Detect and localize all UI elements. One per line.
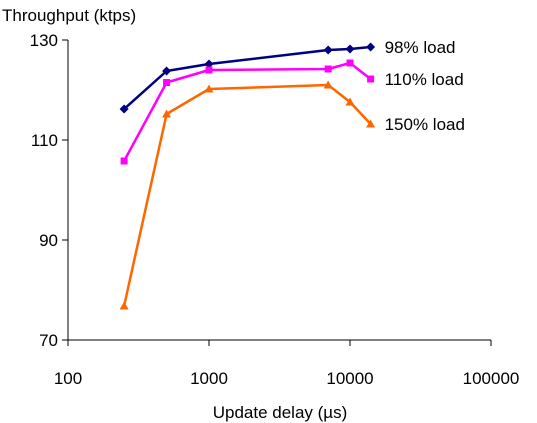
data-point (367, 75, 375, 83)
x-tick-label: 10000 (326, 369, 373, 388)
data-point (120, 157, 128, 165)
data-point (366, 119, 376, 128)
data-point (162, 109, 172, 118)
data-point (119, 301, 129, 310)
series-label: 150% load (385, 115, 465, 134)
series-line (123, 45, 371, 110)
data-point (162, 66, 172, 76)
data-point (163, 79, 171, 86)
data-point (323, 80, 333, 89)
series-line (122, 83, 372, 307)
series-line (123, 61, 372, 162)
data-point (204, 84, 214, 93)
series-label: 110% load (385, 70, 464, 89)
y-tick-label: 70 (39, 331, 58, 350)
y-tick-label: 90 (39, 231, 58, 250)
data-point (346, 59, 354, 67)
data-point (323, 45, 333, 55)
y-axis-title: Throughput (ktps) (2, 6, 136, 25)
x-axis-title: Update delay (µs) (213, 403, 348, 422)
x-tick-label: 1000 (190, 369, 228, 388)
data-point (324, 65, 332, 73)
series-150-load: 150% load (119, 80, 465, 310)
series-110-load: 110% load (120, 59, 464, 165)
y-axis: 70 90 110 130 (30, 31, 69, 350)
data-point (204, 59, 214, 69)
series-label: 98% load (385, 38, 456, 57)
data-point (366, 42, 376, 52)
data-point (205, 66, 213, 74)
x-tick-label: 100000 (463, 369, 520, 388)
x-axis: 100 1000 10000 100000 (54, 339, 520, 388)
y-tick-label: 130 (30, 31, 58, 50)
plot-series: 98% load 110% load 150% load (119, 38, 465, 310)
series-98-load: 98% load (119, 38, 456, 114)
data-point (119, 104, 129, 114)
x-tick-label: 100 (54, 369, 82, 388)
data-point (345, 44, 355, 54)
data-point (345, 97, 355, 106)
y-tick-label: 110 (31, 131, 58, 150)
